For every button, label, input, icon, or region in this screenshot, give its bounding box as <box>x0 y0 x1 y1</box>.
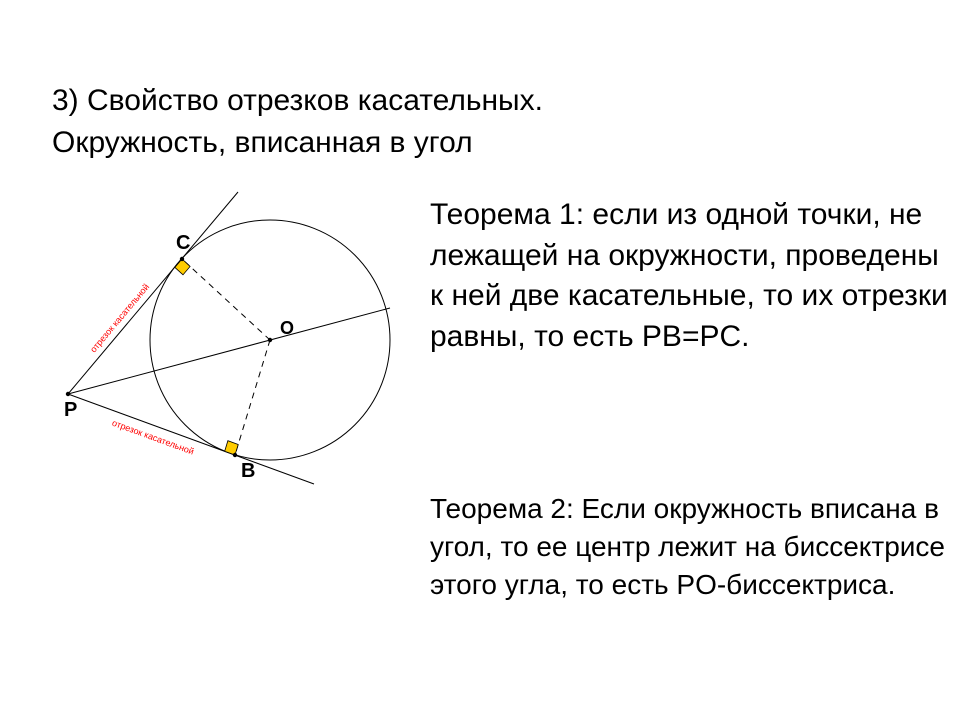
slide-page: 3) Свойство отрезков касательных. Окружн… <box>0 0 960 720</box>
dot-p <box>66 392 70 396</box>
tan-label-upper: отрезок касательной <box>88 282 151 355</box>
heading-line-1: 3) Свойство отрезков касательных. <box>52 84 543 117</box>
theorem-1-text: Теорема 1: если из одной точки, не лежащ… <box>430 195 950 357</box>
dot-o <box>268 338 272 342</box>
radius-ob <box>235 340 270 455</box>
tangent-pb <box>68 394 314 484</box>
slide-heading: 3) Свойство отрезков касательных. Окружн… <box>52 80 932 164</box>
heading-line-2: Окружность, вписанная в угол <box>52 126 473 159</box>
right-angle-b <box>225 441 239 455</box>
tangent-diagram: O P C B отрезок касательной отрезок каса… <box>60 180 420 500</box>
label-c: C <box>176 232 190 254</box>
dot-b <box>233 453 237 457</box>
label-p: P <box>64 399 77 421</box>
right-angle-c <box>175 259 190 275</box>
tan-label-lower: отрезок касательной <box>111 418 196 457</box>
label-b: B <box>241 460 255 482</box>
diagram-svg: O P C B отрезок касательной отрезок каса… <box>60 180 420 500</box>
tangent-pc <box>68 192 238 394</box>
radius-oc <box>182 259 270 340</box>
dot-c <box>180 257 184 261</box>
theorem-2-text: Теорема 2: Если окружность вписана в уго… <box>430 490 950 603</box>
label-o: O <box>280 318 294 338</box>
